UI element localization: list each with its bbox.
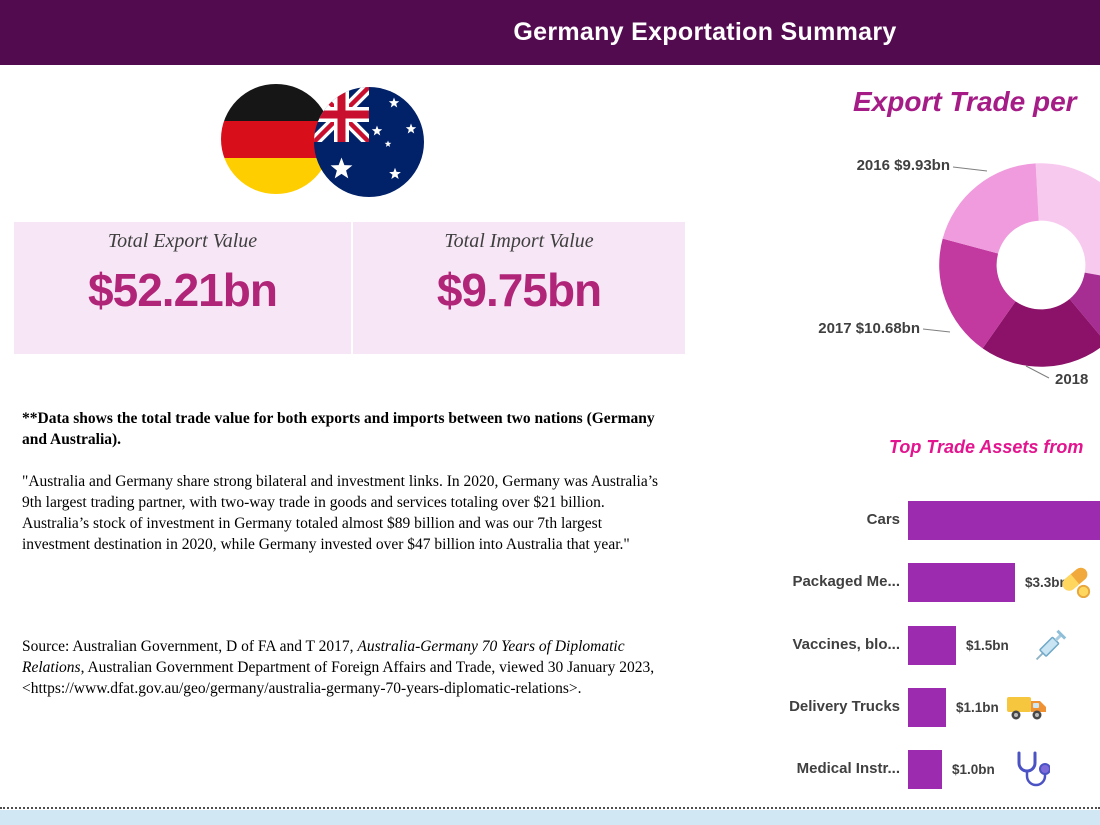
donut-label-2018: 2018 [1055, 371, 1089, 388]
total-import-value: $9.75bn [436, 264, 602, 316]
bar-category-label: Medical Instr... [796, 760, 900, 777]
source-prefix: Source: Australian Government, D of FA a… [22, 638, 358, 655]
quote-text: "Australia and Germany share strong bila… [22, 473, 659, 553]
germany-flag-icon [221, 84, 331, 194]
bar-value-label: $1.5bn [966, 638, 1009, 653]
pills-icon [1058, 565, 1092, 604]
donut-slice-2017 [939, 238, 1016, 349]
donut-slice-2016 [942, 163, 1039, 254]
donut-chart-title: Export Trade per [853, 86, 1077, 117]
bar-delivery-trucks[interactable] [908, 688, 946, 727]
total-export-value: $52.21bn [88, 264, 278, 316]
bar-packaged-medicaments[interactable] [908, 563, 1015, 602]
donut-slice-unlabeled-right [1069, 272, 1100, 336]
source-citation-text: Source: Australian Government, D of FA a… [22, 636, 672, 699]
bar-category-label: Delivery Trucks [789, 698, 900, 715]
bar-category-label: Packaged Me... [792, 573, 900, 590]
bar-row-medical-instruments: Medical Instr... $1.0bn [0, 750, 1100, 789]
bar-row-delivery-trucks: Delivery Trucks $1.1bn [0, 688, 1100, 727]
total-import-label: Total Import Value [444, 230, 594, 252]
syringe-icon [1030, 626, 1070, 671]
bar-cars[interactable] [908, 501, 1100, 540]
bar-row-cars: Cars [0, 501, 1100, 540]
donut-slice-unlabeled-top [1035, 163, 1100, 276]
australia-flag-icon [314, 87, 424, 197]
donut-label-2016: 2016 $9.93bn [856, 157, 950, 174]
bar-vaccines[interactable] [908, 626, 956, 665]
bar-row-packaged-medicaments: Packaged Me... $3.3bn [0, 563, 1100, 602]
page-title: Germany Exportation Summary [513, 18, 897, 46]
source-title-italic: Australia-Germany 70 Years of Diplomatic… [22, 638, 625, 676]
bar-value-label: $3.3bn [1025, 575, 1068, 590]
donut-slice-2018 [982, 299, 1100, 367]
source-suffix: , Australian Government Department of Fo… [22, 659, 655, 697]
donut-chart[interactable] [930, 154, 1100, 376]
stethoscope-icon [1012, 750, 1051, 795]
bar-chart-title: Top Trade Assets from [889, 437, 1084, 457]
total-import-card: Total Import Value $9.75bn [353, 222, 685, 354]
total-export-card: Total Export Value $52.21bn [14, 222, 351, 354]
bar-row-vaccines: Vaccines, blo... $1.5bn [0, 626, 1100, 665]
bar-medical-instruments[interactable] [908, 750, 942, 789]
bar-value-label: $1.1bn [956, 700, 999, 715]
truck-icon [1006, 691, 1048, 730]
total-export-label: Total Export Value [107, 230, 258, 252]
bar-category-label: Vaccines, blo... [792, 636, 900, 653]
data-note-text: **Data shows the total trade value for b… [22, 410, 655, 448]
header-bar: Germany Exportation Summary [0, 0, 1100, 65]
bar-value-label: $1.0bn [952, 762, 995, 777]
page-boundary-dotted-line [0, 807, 1100, 809]
donut-label-2017: 2017 $10.68bn [818, 320, 920, 337]
bar-category-label: Cars [866, 511, 900, 528]
bottom-page-strip [0, 810, 1100, 825]
